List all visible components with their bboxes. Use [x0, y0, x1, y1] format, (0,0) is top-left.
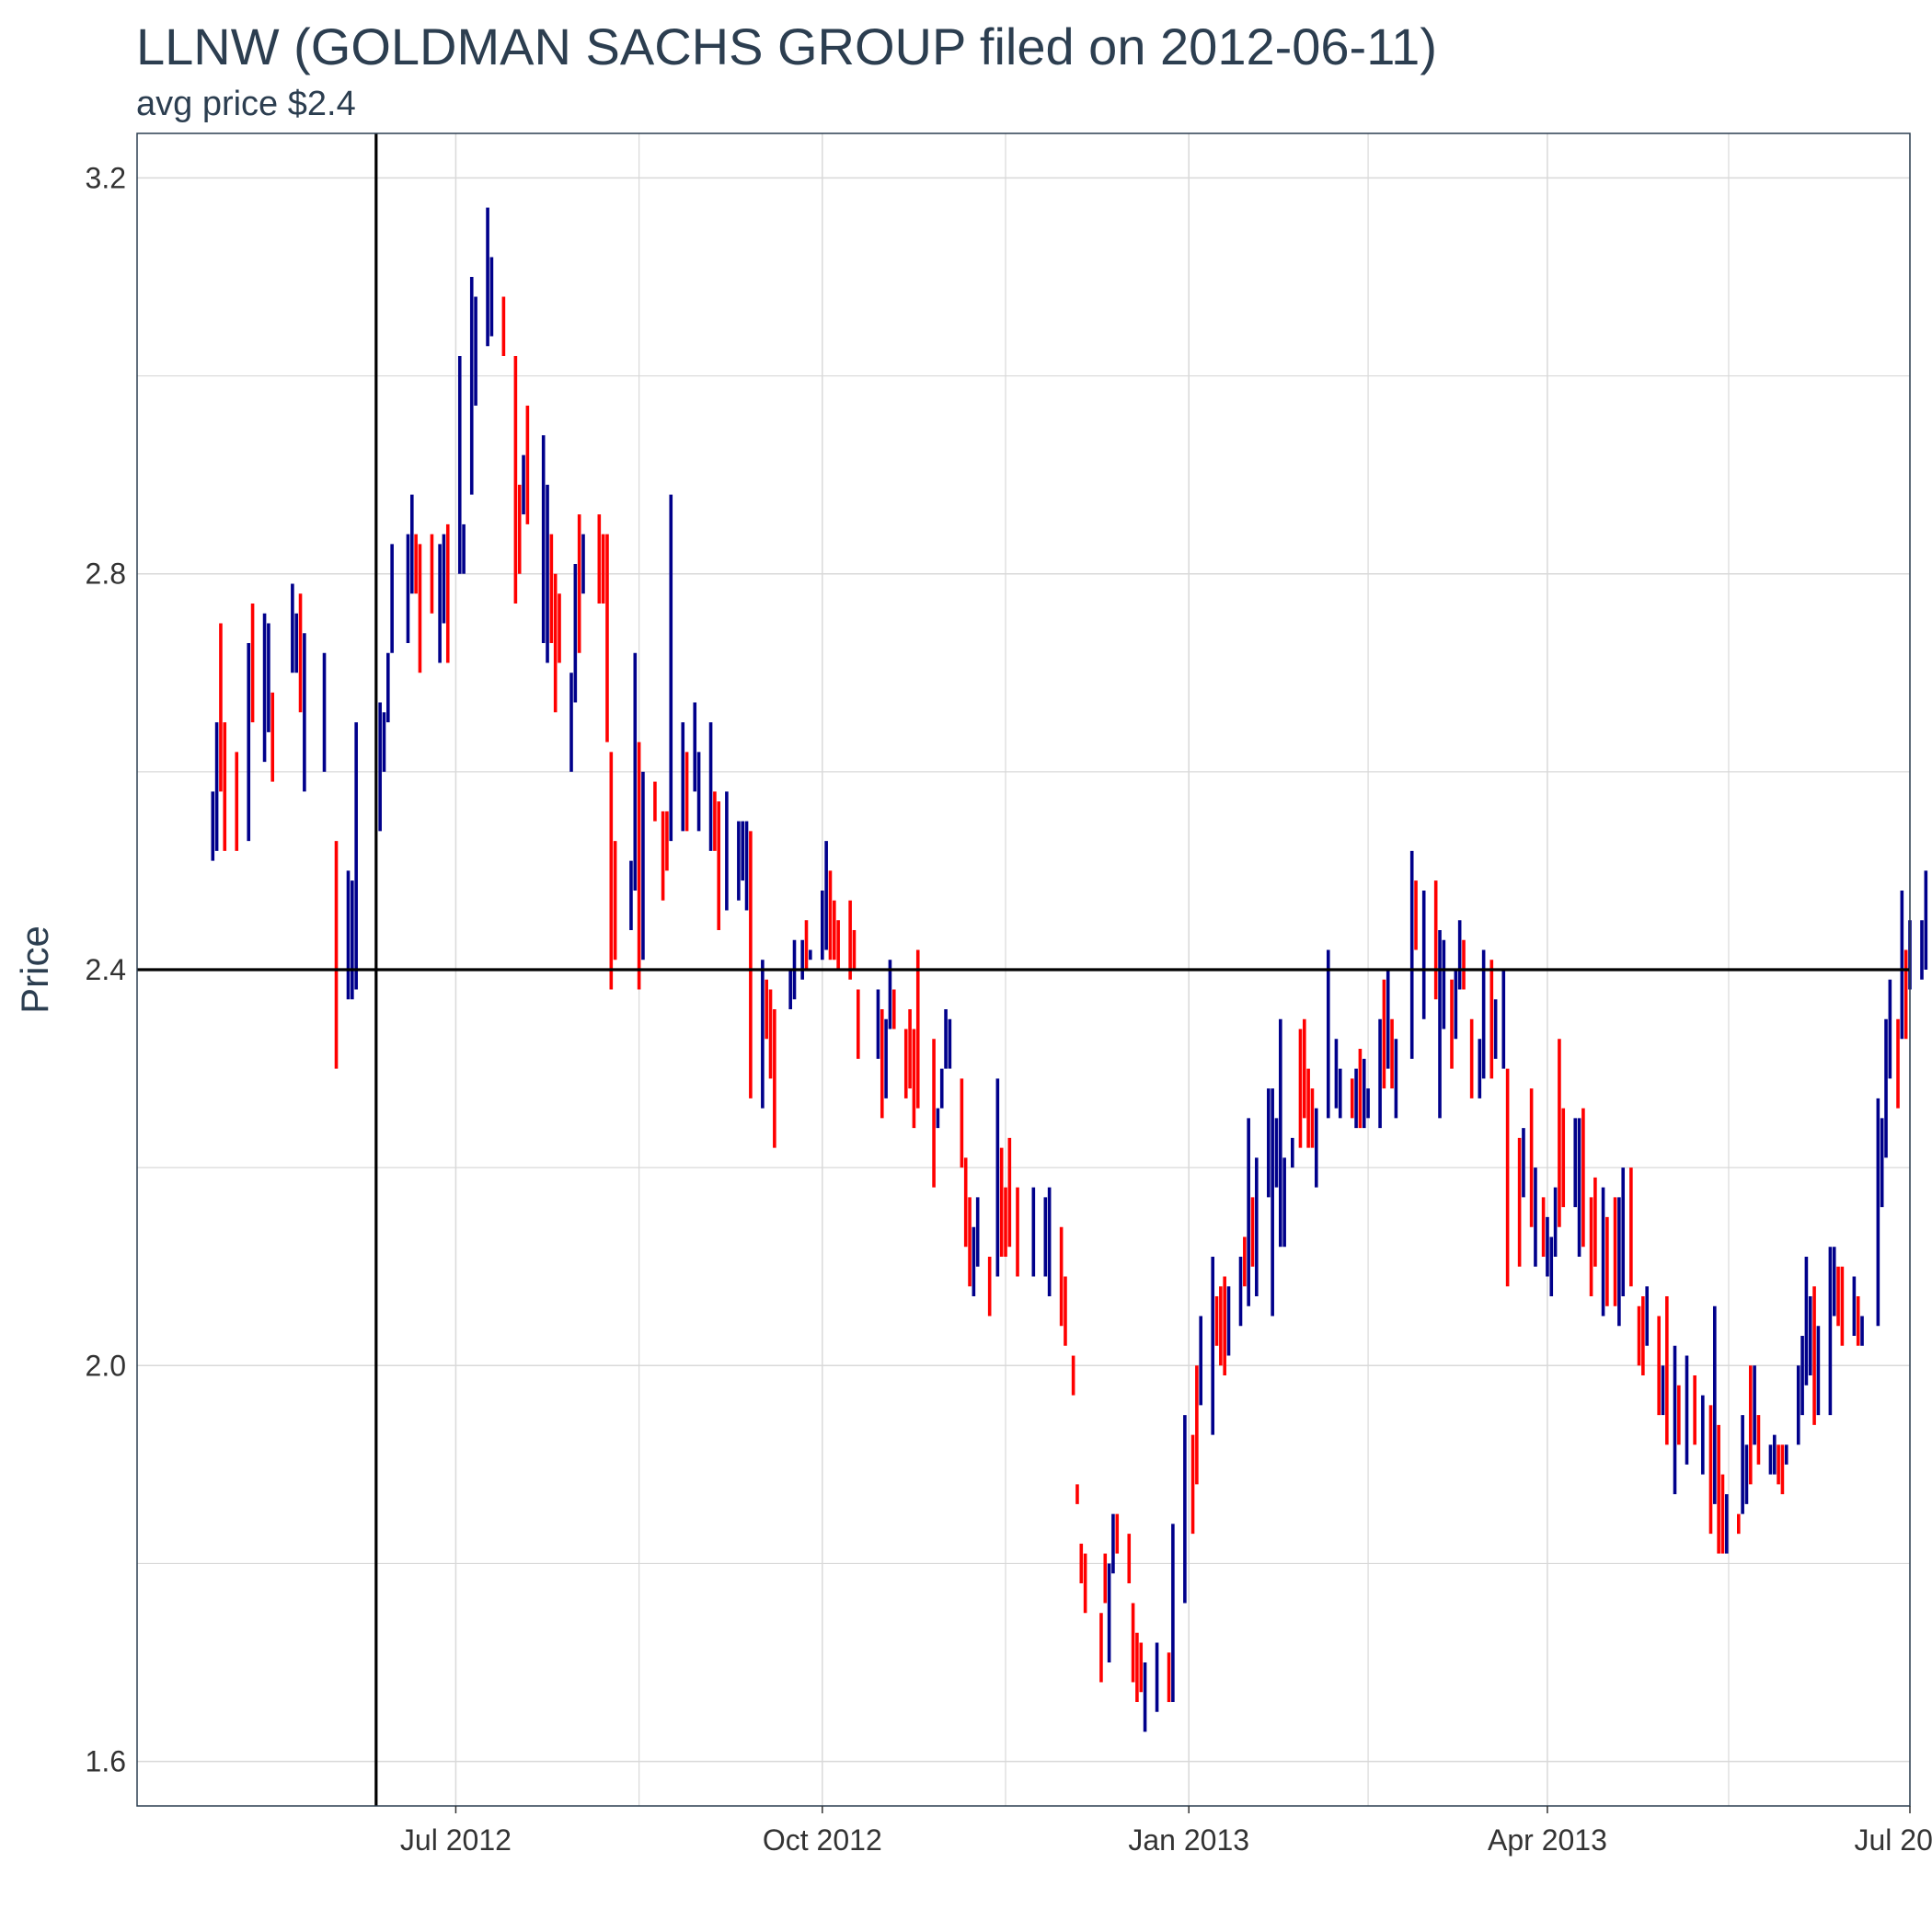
y-tick-label: 3.2: [86, 161, 126, 194]
plot-border: [136, 132, 1911, 1807]
price-bars: [211, 207, 1928, 1732]
x-tick-label: Jul 2013: [1855, 1823, 1932, 1857]
chart-title: LLNW (GOLDMAN SACHS GROUP filed on 2012-…: [136, 17, 1437, 75]
x-tick-label: Jan 2013: [1128, 1823, 1249, 1857]
x-tick-label: Oct 2012: [763, 1823, 882, 1857]
reference-lines: [137, 133, 1910, 1806]
y-axis-title: Price: [13, 926, 56, 1014]
y-tick-label: 1.6: [86, 1745, 126, 1778]
axis-labels: 1.6 2.0 2.4 2.8 3.2 Jul 2012 Oct 2012 Jan 2013 A…: [86, 161, 1932, 1857]
y-tick-label: 2.4: [86, 953, 126, 986]
y-tick-label: 2.8: [86, 558, 126, 591]
x-tick-label: Apr 2013: [1488, 1823, 1607, 1857]
y-tick-label: 2.0: [86, 1349, 126, 1382]
chart-subtitle: avg price $2.4: [136, 85, 356, 123]
x-tick-label: Jul 2012: [400, 1823, 512, 1857]
